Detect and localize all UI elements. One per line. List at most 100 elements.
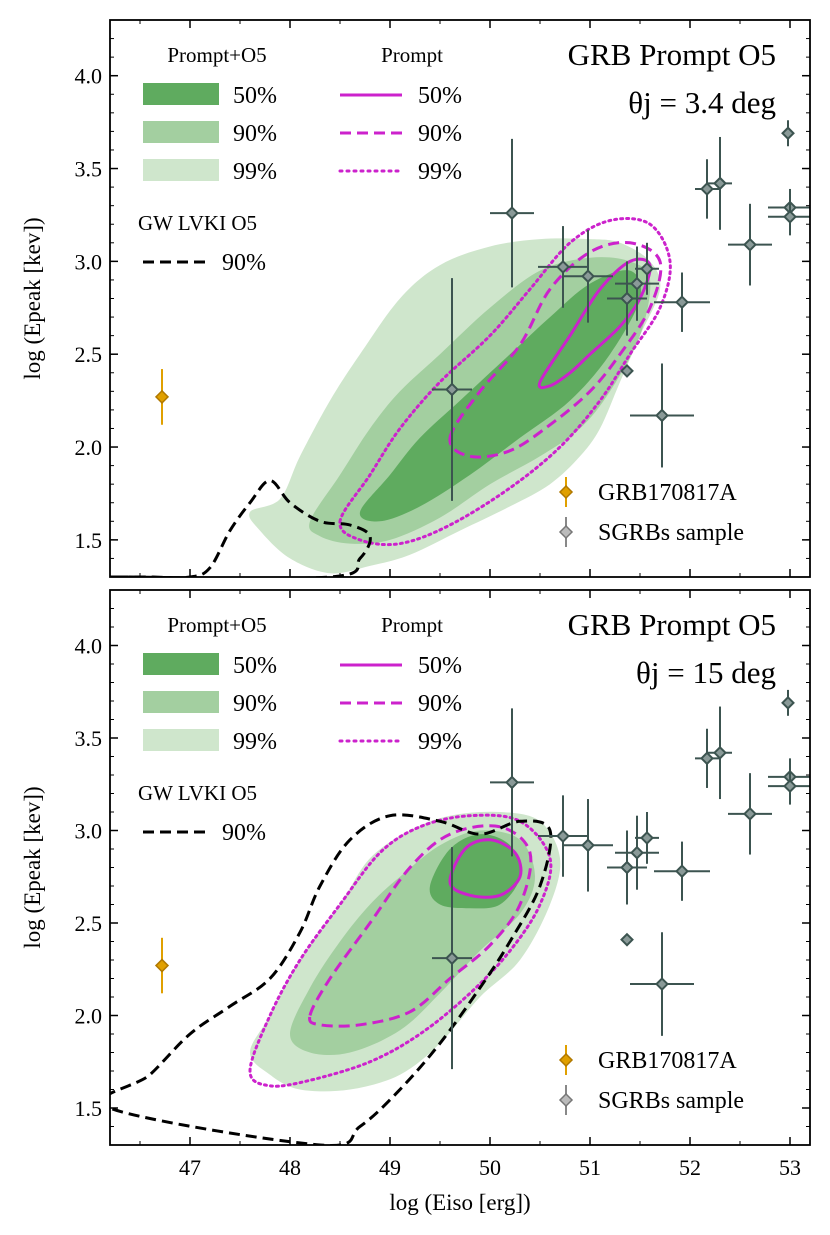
sgrb-marker (743, 806, 757, 821)
legend-points: GRB170817A SGRBs sample (558, 477, 744, 547)
legend-label-sgrb: SGRBs sample (598, 520, 744, 546)
contour-prompt-90 (448, 240, 663, 459)
sgrb-marker (505, 206, 519, 221)
sgrb-point-13 (728, 203, 772, 286)
sgrb-point-10 (630, 363, 694, 468)
sgrb-point-12 (708, 706, 732, 800)
legend-sgrb-marker (558, 524, 574, 540)
sgrb-point-14 (781, 689, 795, 716)
sgrb-marker (781, 695, 795, 710)
sgrb-marker (783, 779, 797, 794)
legend-title-prompt-o5: Prompt+O5 (167, 43, 266, 67)
x-tick-label: 51 (579, 1155, 601, 1180)
legend-grb-marker (558, 484, 574, 500)
panel-2: 47 48 49 50 51 52 53 1.5 2.0 2.5 3.0 3.5 4.0 log (Epe… (20, 589, 811, 1215)
legend-label-prompt-1: 50% (418, 653, 462, 679)
grb-marker (154, 389, 170, 404)
sgrb-marker (556, 260, 570, 274)
y-tick-label: 4.0 (75, 64, 103, 89)
contour-prompt-90 (308, 824, 533, 1028)
y-tick-label: 3.5 (75, 726, 103, 751)
sgrb-point-5 (607, 261, 647, 336)
legend-label-prompt-2: 90% (418, 691, 462, 717)
legend-prompt: Prompt 50% 90% 99% (338, 613, 462, 755)
legend-label-prompt-o5-3: 99% (233, 159, 277, 185)
legend-label-prompt-o5-1: 50% (233, 653, 277, 679)
legend-label-prompt-1: 50% (418, 83, 462, 109)
sgrb-marker (655, 977, 669, 991)
sgrb-marker (675, 295, 689, 310)
legend-label-prompt-o5-1: 50% (233, 83, 277, 109)
sgrb-point-6 (615, 246, 659, 321)
contour-prompt-50 (448, 838, 523, 899)
legend-title-gw: GW LVKI O5 (138, 211, 257, 235)
sgrb-marker (655, 408, 669, 423)
sgrb-marker (620, 291, 634, 306)
axis-ticks: 1.5 2.0 2.5 3.0 3.5 4.0 (75, 19, 810, 578)
sgrb-marker (713, 176, 727, 191)
y-axis-label: log (Epeak [kev]) (20, 786, 45, 948)
legend-swatch-prompt-o5-3 (143, 159, 219, 181)
sgrb-marker (556, 829, 570, 843)
y-axis-label: log (Epeak [kev]) (20, 217, 45, 379)
legend-sgrb-marker (558, 1092, 574, 1108)
sgrb-marker (700, 182, 714, 196)
sgrb-marker (620, 860, 634, 875)
contour-prompt-99 (338, 217, 672, 547)
legend-swatch-prompt-o5-1 (143, 653, 219, 675)
legend-grb-marker (558, 1052, 574, 1068)
y-tick-label: 1.5 (75, 1096, 103, 1121)
sgrb-marker (781, 126, 795, 141)
legend-swatch-prompt-o5-2 (143, 691, 219, 713)
grb170817a-point (154, 937, 170, 994)
legend-label-prompt-3: 99% (418, 159, 462, 185)
legend-gw: GW LVKI O5 90% (138, 781, 266, 846)
sgrb-point-6 (615, 815, 659, 890)
sgrb-marker (783, 209, 797, 224)
sgrb-point-4 (563, 229, 613, 323)
sgrb-point-1 (490, 138, 534, 288)
x-tick-label: 50 (479, 1155, 501, 1180)
sgrb-point-13 (728, 773, 772, 855)
sgrb-marker (505, 775, 519, 790)
x-tick-label: 49 (379, 1155, 401, 1180)
sgrb-marker (630, 276, 644, 291)
sgrb-marker (445, 951, 459, 966)
sgrb-marker (700, 751, 714, 766)
sgrb-point-9 (654, 841, 710, 901)
panel-subtitle: θj = 3.4 deg (628, 85, 776, 120)
legend-title-prompt-o5: Prompt+O5 (167, 613, 266, 637)
contour-prompt-99 (248, 813, 553, 1088)
panel-1: 1.5 2.0 2.5 3.0 3.5 4.0 log (Epeak [kev]) GRB P… (20, 19, 811, 578)
legend-label-gw: 90% (222, 820, 266, 846)
panel-title: GRB Prompt O5 (568, 607, 776, 642)
sgrb-point-12 (708, 136, 732, 230)
sgrb-point-10 (630, 932, 694, 1036)
y-tick-label: 3.5 (75, 157, 103, 182)
y-tick-label: 3.0 (75, 249, 103, 274)
sgrb-point-16 (768, 767, 810, 805)
y-tick-label: 2.5 (75, 911, 103, 936)
legend-label-prompt-o5-3: 99% (233, 729, 277, 755)
contour-gw-90 (110, 813, 553, 1145)
sgrb-marker (581, 838, 595, 853)
sgrb-marker (620, 932, 634, 947)
sgrb-point-7 (635, 242, 659, 295)
sgrb-point-5 (607, 830, 647, 905)
y-tick-label: 4.0 (75, 634, 103, 659)
sgrb-marker (640, 261, 654, 276)
sgrb-marker (620, 363, 634, 378)
legend-prompt: Prompt 50% 90% 99% (338, 43, 462, 185)
axis-ticks: 47 48 49 50 51 52 53 1.5 2.0 2.5 3.0 3.5 4.0 (75, 589, 810, 1180)
sgrb-point-11 (695, 159, 719, 219)
sgrb-marker (640, 830, 654, 845)
legend-label-sgrb: SGRBs sample (598, 1088, 744, 1114)
legend-label-prompt-3: 99% (418, 729, 462, 755)
panel-title: GRB Prompt O5 (568, 37, 776, 72)
plot-area (110, 689, 810, 1145)
legend-swatch-prompt-o5-1 (143, 83, 219, 105)
x-axis-label: log (Eiso [erg]) (389, 1190, 530, 1215)
sgrb-point-2 (432, 847, 472, 1070)
sgrb-point-3 (538, 795, 588, 877)
grb170817a-point (154, 369, 170, 425)
